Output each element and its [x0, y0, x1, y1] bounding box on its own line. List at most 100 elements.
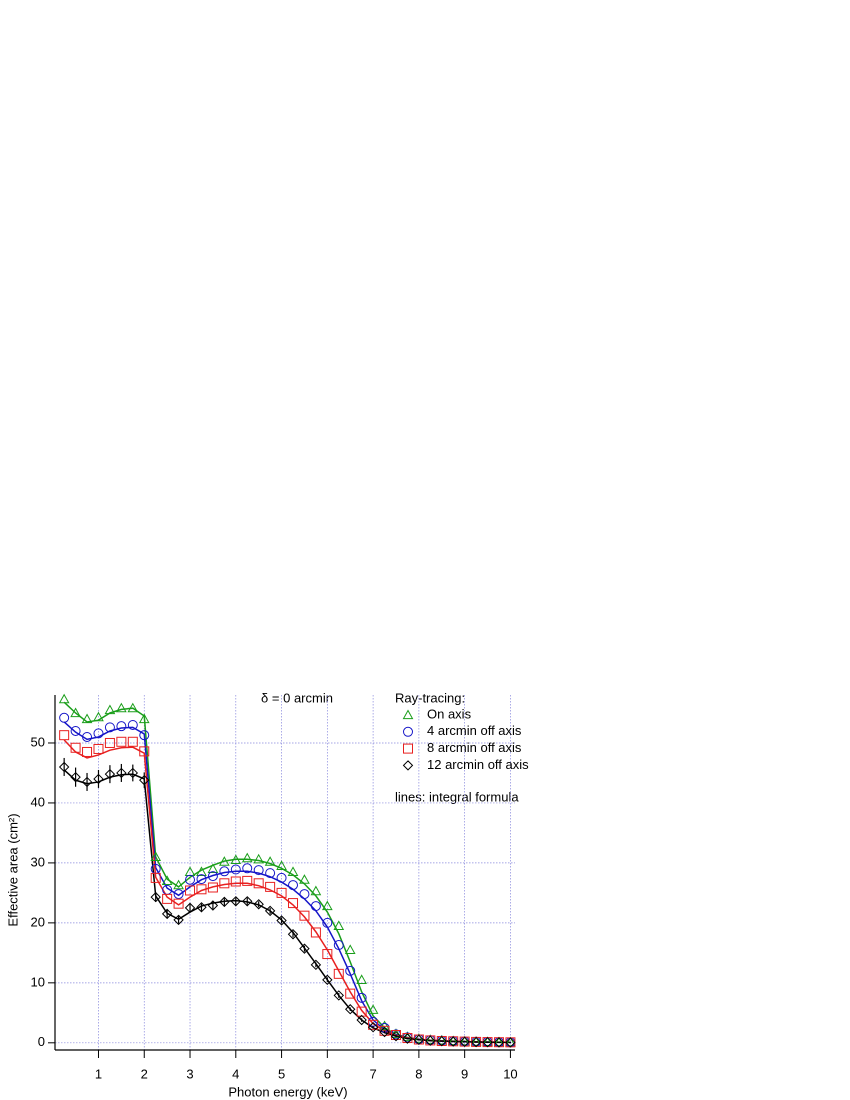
marker [493, 1036, 505, 1047]
x-tick-label: 4 [232, 1066, 239, 1081]
marker [367, 1022, 379, 1033]
marker [345, 988, 356, 999]
marker [219, 866, 230, 877]
marker [127, 767, 139, 779]
marker [368, 1019, 379, 1030]
marker [70, 771, 81, 783]
marker [288, 898, 299, 909]
marker [104, 737, 115, 748]
marker [310, 959, 322, 971]
marker [390, 1030, 401, 1041]
legend-label: On axis [427, 706, 472, 721]
marker [104, 722, 115, 733]
marker [58, 693, 70, 704]
x-tick-label: 2 [141, 1066, 148, 1081]
marker [139, 774, 150, 786]
marker [470, 1036, 482, 1048]
marker [253, 899, 264, 910]
marker [219, 896, 230, 908]
marker [276, 915, 287, 926]
marker [333, 968, 344, 979]
marker [379, 1026, 390, 1038]
marker [333, 990, 344, 1001]
marker [265, 868, 276, 879]
marker [241, 852, 253, 863]
y-tick-label: 30 [31, 854, 45, 869]
marker [116, 767, 127, 779]
x-tick-label: 8 [415, 1066, 422, 1081]
marker [264, 856, 276, 866]
legend-marker [403, 743, 413, 754]
marker [322, 974, 333, 986]
marker [470, 1036, 482, 1046]
marker [321, 900, 333, 911]
legend-marker [402, 760, 414, 771]
marker [253, 853, 265, 864]
y-tick-label: 20 [31, 914, 45, 929]
marker [322, 949, 333, 960]
marker [299, 943, 310, 954]
marker [173, 898, 184, 909]
marker [276, 887, 287, 898]
marker [150, 851, 162, 862]
marker [207, 882, 218, 893]
marker [150, 872, 161, 883]
x-tick-label: 3 [186, 1066, 193, 1081]
marker [173, 914, 184, 926]
marker [104, 768, 116, 780]
legend-title: Ray-tracing: [395, 690, 465, 705]
marker [424, 1034, 436, 1044]
marker [196, 884, 207, 895]
x-tick-label: 6 [324, 1066, 331, 1081]
marker [310, 885, 322, 896]
marker [59, 712, 70, 723]
marker [264, 905, 276, 917]
marker [184, 902, 196, 914]
marker [402, 1033, 413, 1044]
marker [367, 1004, 379, 1014]
marker [230, 864, 241, 875]
marker [230, 854, 242, 865]
marker [139, 730, 150, 741]
marker [356, 1014, 367, 1026]
y-tick-label: 10 [31, 974, 45, 989]
marker [345, 1004, 356, 1015]
legend-label: 4 arcmin off axis [427, 723, 522, 738]
marker [116, 702, 127, 713]
marker [207, 871, 218, 882]
marker [185, 885, 196, 896]
y-tick-label: 40 [31, 794, 45, 809]
marker [196, 874, 207, 885]
marker [173, 889, 184, 900]
note: lines: integral formula [395, 789, 519, 804]
marker [70, 742, 81, 753]
marker [299, 874, 310, 884]
legend-label: 8 arcmin off axis [427, 740, 522, 755]
marker [459, 1035, 471, 1046]
y-tick-label: 50 [31, 734, 45, 749]
marker [93, 743, 104, 754]
marker [161, 908, 173, 920]
legend-marker [403, 726, 413, 737]
y-tick-label: 0 [38, 1034, 45, 1049]
y-axis-label: Effective area (cm²) [5, 813, 20, 926]
marker [288, 880, 299, 891]
marker [196, 902, 207, 913]
annotation: δ = 0 arcmin [261, 690, 333, 705]
marker [379, 1025, 390, 1036]
marker [333, 920, 345, 930]
marker [413, 1034, 425, 1046]
marker [104, 704, 116, 715]
marker [322, 917, 333, 928]
marker [299, 910, 310, 921]
x-tick-label: 7 [369, 1066, 376, 1081]
marker [81, 713, 93, 724]
marker [379, 1020, 390, 1031]
marker [150, 891, 161, 903]
legend-marker [402, 709, 414, 720]
x-tick-label: 1 [95, 1066, 102, 1081]
legend-label: 12 arcmin off axis [427, 757, 529, 772]
marker [242, 896, 253, 907]
marker [356, 992, 367, 1003]
